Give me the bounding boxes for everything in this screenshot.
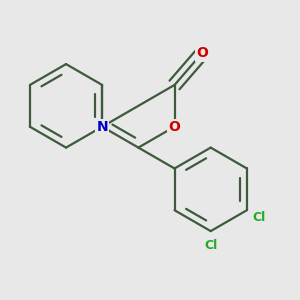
Text: Cl: Cl <box>204 238 217 251</box>
Text: O: O <box>196 46 208 60</box>
Text: N: N <box>96 120 108 134</box>
Text: Cl: Cl <box>252 211 266 224</box>
Text: O: O <box>169 120 181 134</box>
